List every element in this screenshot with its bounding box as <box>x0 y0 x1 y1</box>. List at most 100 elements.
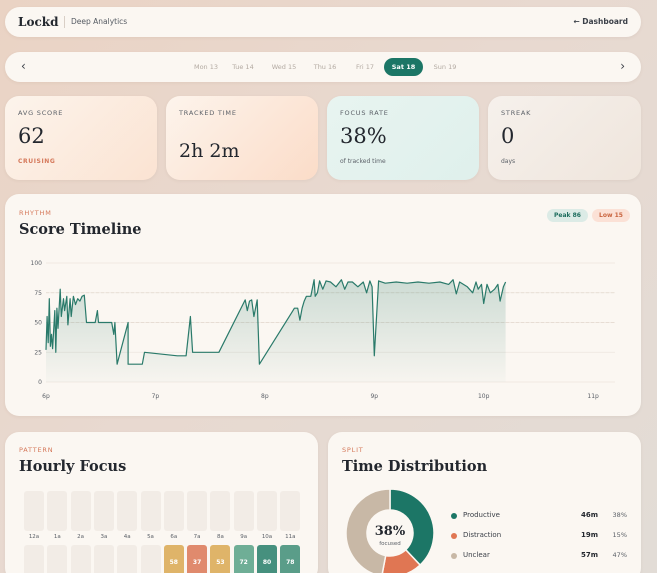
hour-label: 1a <box>53 534 61 540</box>
hour-cell <box>187 491 208 531</box>
score-timeline-card: RHYTHM Score Timeline Peak 86 Low 15 0 25… <box>5 194 641 416</box>
hour-cell <box>117 545 138 573</box>
legend-duration: 57m <box>580 551 598 559</box>
hour-cell <box>70 491 91 531</box>
hour-label: 6a <box>170 534 178 540</box>
stat-sub: of tracked time <box>340 158 386 165</box>
hour-label: 7a <box>193 534 201 540</box>
stat-value: 62 <box>18 124 45 148</box>
donut-slice <box>389 488 435 567</box>
section-title: Time Distribution <box>342 458 488 475</box>
section-title: Score Timeline <box>19 221 142 238</box>
x-tick-label: 10p <box>478 393 490 400</box>
avg-score-card: AVG SCORE 62 CRUISING <box>5 96 157 180</box>
hour-cell <box>24 545 44 573</box>
legend-name: Productive <box>463 511 500 519</box>
hour-cell <box>140 545 161 573</box>
hour-cell <box>257 491 277 531</box>
donut-slice <box>381 548 422 573</box>
score-line <box>45 279 507 365</box>
hourly-focus-card: PATTERN Hourly Focus 12a 1a 2a 3a 4a 5a 6a 7a 8a… <box>5 432 318 573</box>
hour-cell <box>47 545 68 573</box>
hour-cell <box>47 491 68 531</box>
hour-cell <box>163 491 184 531</box>
hour-cell <box>280 491 301 531</box>
back-to-dashboard-link[interactable]: ← Dashboard <box>573 17 628 26</box>
hour-label: 4a <box>123 534 131 540</box>
chevron-right-icon[interactable]: › <box>620 59 625 73</box>
legend-percent: 15% <box>612 531 627 539</box>
day-tab-mon[interactable]: Mon 13 <box>193 63 219 71</box>
donut-center-value: 38% <box>375 524 406 539</box>
day-tab-tue[interactable]: Tue 14 <box>232 63 254 71</box>
y-tick-label: 50 <box>34 320 42 327</box>
hour-label: 12a <box>28 534 40 540</box>
time-distribution-card: SPLIT Time Distribution 38% focused Produ… <box>328 432 641 573</box>
header-divider <box>64 16 65 28</box>
hour-label: 10a <box>261 534 273 540</box>
day-tab-sun[interactable]: Sun 19 <box>433 63 457 71</box>
hour-cell: 80 <box>257 545 277 573</box>
hour-label: 9a <box>240 534 248 540</box>
hour-cell <box>24 491 44 531</box>
hour-label: 3a <box>100 534 108 540</box>
legend-swatch <box>451 553 457 559</box>
score-area <box>46 279 506 382</box>
page-subtitle: Deep Analytics <box>71 17 128 26</box>
x-tick-label: 8p <box>261 393 269 400</box>
app-header: Lockd Deep Analytics ← Dashboard <box>5 7 641 37</box>
section-tag: SPLIT <box>342 446 364 454</box>
y-tick-label: 100 <box>31 260 43 267</box>
hour-cell <box>93 545 114 573</box>
hour-cell: 37 <box>187 545 208 573</box>
y-tick-label: 0 <box>38 379 42 386</box>
donut-center-label: focused <box>379 541 401 547</box>
stat-value: 2h 2m <box>179 140 240 162</box>
legend-name: Distraction <box>463 531 502 539</box>
day-tab-thu[interactable]: Thu 16 <box>313 63 337 71</box>
hour-cell <box>70 545 91 573</box>
stat-value: 0 <box>501 124 515 148</box>
hour-cell: 78 <box>280 545 301 573</box>
hour-cell <box>93 491 114 531</box>
hour-cell <box>210 491 231 531</box>
legend-name: Unclear <box>463 551 490 559</box>
x-tick-label: 6p <box>42 393 50 400</box>
date-navigator: ‹ Mon 13 Tue 14 Wed 15 Thu 16 Fri 17 Sat… <box>5 52 641 82</box>
y-tick-label: 75 <box>34 290 42 297</box>
stat-label: FOCUS RATE <box>340 109 389 117</box>
peak-badge: Peak 86 <box>547 209 588 222</box>
hour-cell: 53 <box>210 545 231 573</box>
x-tick-label: 9p <box>370 393 378 400</box>
tracked-time-card: TRACKED TIME 2h 2m <box>166 96 318 180</box>
section-title: Hourly Focus <box>19 458 127 475</box>
legend-percent: 47% <box>612 551 627 559</box>
day-tab-fri[interactable]: Fri 17 <box>355 63 375 71</box>
stat-label: AVG SCORE <box>18 109 64 117</box>
day-tab-sat[interactable]: Sat 18 <box>384 58 423 76</box>
chevron-left-icon[interactable]: ‹ <box>21 59 26 73</box>
low-badge: Low 15 <box>592 209 630 222</box>
app-logo[interactable]: Lockd <box>18 15 59 29</box>
section-tag: PATTERN <box>19 446 54 454</box>
x-tick-label: 11p <box>587 393 599 400</box>
legend-duration: 19m <box>580 531 598 539</box>
legend-duration: 46m <box>580 511 598 519</box>
score-line-chart: 0 25 50 75 100 6p 7p 8p 9p 10p 11p <box>31 260 615 400</box>
section-tag: RHYTHM <box>19 209 52 217</box>
hour-label: 8a <box>216 534 224 540</box>
streak-card: STREAK 0 days <box>488 96 641 180</box>
hour-cell <box>117 491 138 531</box>
hour-cell: 58 <box>163 545 184 573</box>
hour-label: 11a <box>285 534 296 540</box>
stat-value: 38% <box>340 124 387 148</box>
day-tab-wed[interactable]: Wed 15 <box>271 63 297 71</box>
y-tick-label: 25 <box>34 349 42 356</box>
hour-label: 2a <box>77 534 85 540</box>
legend-swatch <box>451 513 457 519</box>
hour-cell <box>140 491 161 531</box>
stat-label: STREAK <box>501 109 532 117</box>
hour-cell: 72 <box>233 545 254 573</box>
donut-slice <box>345 488 391 573</box>
status-badge: CRUISING <box>18 158 56 165</box>
